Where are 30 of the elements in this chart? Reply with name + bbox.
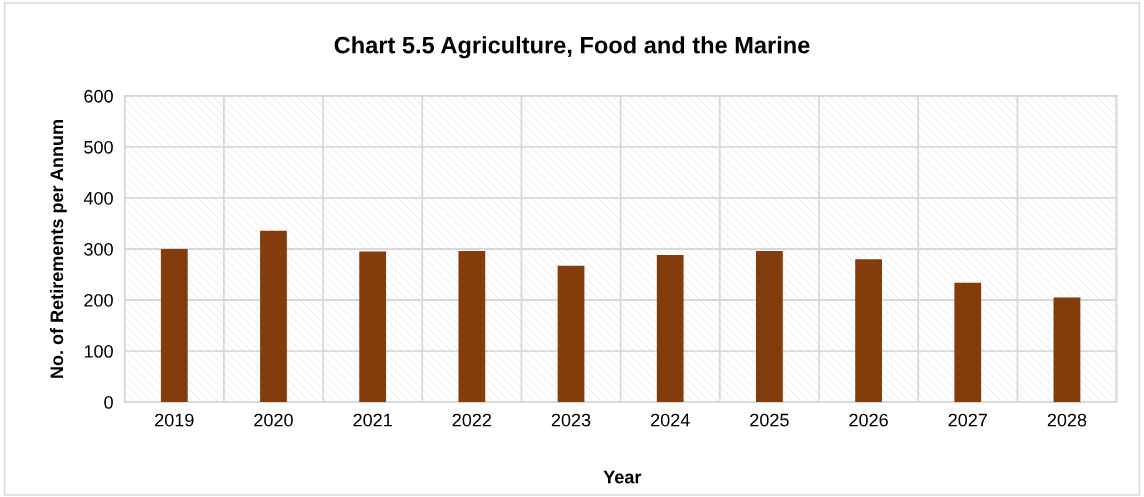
y-tick-label: 0	[104, 396, 113, 409]
y-axis-title: No. of Retirements per Annum	[49, 120, 67, 378]
x-axis-title: Year	[603, 470, 642, 484]
y-tick-label: 200	[84, 293, 113, 307]
bar	[1053, 297, 1081, 403]
bar	[160, 249, 188, 403]
bar	[359, 251, 387, 403]
bar	[557, 265, 585, 403]
x-tick-label: 2019	[155, 413, 194, 427]
x-tick-label: 2025	[750, 413, 789, 427]
x-tick-label: 2026	[849, 413, 888, 427]
x-tick-label: 2022	[452, 413, 492, 427]
x-tick-label: 2020	[254, 413, 293, 427]
chart-title: Chart 5.5 Agriculture, Food and the Marine	[334, 36, 810, 59]
y-tick-label: 300	[84, 242, 113, 256]
y-tick-label: 100	[84, 344, 113, 358]
y-tick-label: 500	[84, 140, 113, 154]
x-tick-label: 2024	[651, 413, 690, 427]
x-tick-label: 2021	[353, 413, 392, 427]
y-tick-label: 600	[84, 89, 113, 103]
x-tick-label: 2027	[948, 413, 987, 427]
bar	[756, 251, 783, 403]
y-tick-label: 400	[83, 191, 113, 205]
x-tick-label: 2028	[1047, 413, 1087, 427]
bar	[954, 282, 982, 403]
bar	[656, 255, 684, 403]
bar	[855, 259, 882, 403]
x-tick-label: 2023	[551, 413, 591, 427]
bar	[458, 251, 486, 403]
bar	[260, 230, 287, 403]
